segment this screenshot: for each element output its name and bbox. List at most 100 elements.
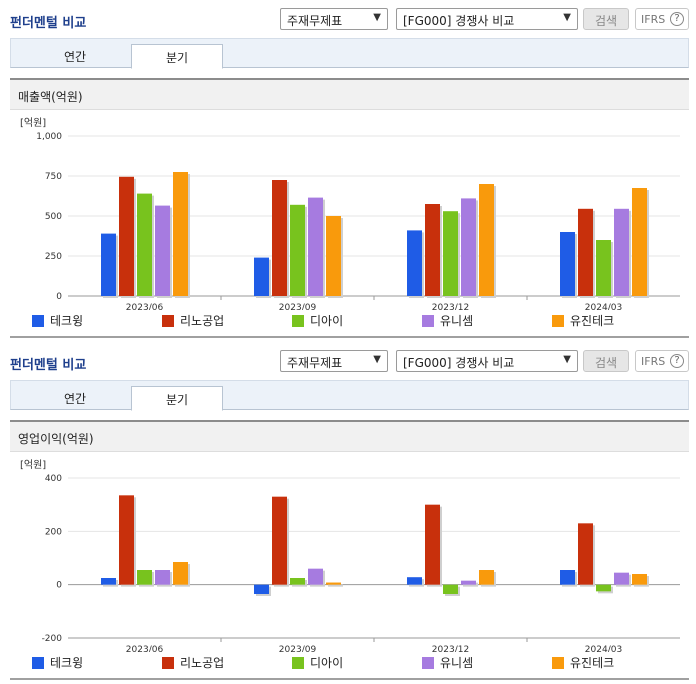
x-tick-label: 2024/03 (585, 303, 622, 310)
bar (443, 211, 458, 296)
legend-item[interactable]: 유니셈 (422, 312, 473, 329)
x-tick-label: 2024/03 (585, 645, 622, 652)
legend-swatch (292, 315, 304, 327)
help-icon: ? (670, 354, 684, 368)
help-icon: ? (670, 12, 684, 26)
operating-profit-chart: [억원] -200 0 200 400 2023/06 2023/09 2023/12 2024… (20, 459, 680, 652)
legend-swatch (422, 657, 434, 669)
bar (614, 208, 629, 296)
legend-item[interactable]: 테크윙 (32, 654, 83, 671)
legend-swatch (32, 657, 44, 669)
y-axis-label: [억원] (20, 459, 46, 471)
tab-quarter[interactable]: 분기 (131, 44, 223, 69)
legend-label: 유진테크 (570, 656, 615, 670)
chevron-down-icon: ▼ (563, 12, 571, 23)
legend-swatch (422, 315, 434, 327)
legend-item[interactable]: 유니셈 (422, 654, 473, 671)
search-button[interactable]: 검색 (583, 8, 629, 30)
compare-select[interactable]: [FG000] 경쟁사 비교 ▼ (396, 8, 578, 30)
bar (560, 570, 575, 585)
legend-swatch (162, 315, 174, 327)
y-tick-label: 0 (56, 581, 62, 591)
legend-label: 유진테크 (570, 314, 615, 328)
tab-annual[interactable]: 연간 (63, 50, 87, 64)
bar (326, 582, 341, 585)
bar (461, 580, 476, 585)
y-tick-label: 500 (45, 212, 62, 222)
ifrs-label: IFRS (641, 355, 666, 368)
x-tick-label: 2023/09 (279, 303, 317, 310)
divider (10, 678, 689, 680)
legend-swatch (32, 315, 44, 327)
search-button[interactable]: 검색 (583, 350, 629, 372)
bar (155, 205, 170, 296)
ifrs-button[interactable]: IFRS? (635, 8, 689, 30)
legend-label: 리노공업 (180, 656, 225, 670)
x-tick-label: 2023/12 (432, 645, 469, 652)
y-tick-label: 750 (45, 172, 62, 182)
legend-swatch (552, 657, 564, 669)
legend-label: 테크윙 (50, 314, 84, 328)
bar-shadow (328, 584, 343, 587)
legend-label: 디아이 (310, 656, 344, 670)
bar (290, 204, 305, 296)
bar (614, 572, 629, 585)
bar (119, 495, 134, 585)
legend-item[interactable]: 유진테크 (552, 654, 614, 671)
chart-legend: 테크윙 리노공업 디아이 유니셈 유진테크 (0, 312, 696, 330)
chevron-down-icon: ▼ (373, 354, 381, 365)
legend-label: 리노공업 (180, 314, 225, 328)
y-tick-label: 1,000 (36, 132, 62, 142)
chart-legend: 테크윙 리노공업 디아이 유니셈 유진테크 (0, 654, 696, 672)
bar (326, 216, 341, 296)
bar (425, 204, 440, 296)
bar (308, 568, 323, 585)
period-tabs: 연간 분기 (10, 38, 689, 69)
statement-select-value: 주재무제표 (287, 356, 343, 370)
bar (155, 570, 170, 585)
ifrs-label: IFRS (641, 13, 666, 26)
legend-item[interactable]: 리노공업 (162, 654, 224, 671)
x-tick-label: 2023/06 (126, 303, 164, 310)
legend-label: 유니셈 (440, 314, 474, 328)
chevron-down-icon: ▼ (373, 12, 381, 23)
bar (173, 562, 188, 585)
bar (560, 232, 575, 296)
revenue-chart: [억원] 0 250 500 750 1,000 2023/06 2023/09 2023/12… (20, 117, 680, 310)
statement-select[interactable]: 주재무제표 ▼ (280, 8, 388, 30)
bar (632, 188, 647, 296)
bar (272, 496, 287, 585)
bar (308, 197, 323, 296)
bar (443, 584, 458, 594)
bar (461, 198, 476, 296)
compare-select-value: [FG000] 경쟁사 비교 (403, 356, 515, 370)
legend-item[interactable]: 테크윙 (32, 312, 83, 329)
panel-title: 펀더멘털 비교 (10, 358, 87, 373)
legend-label: 유니셈 (440, 656, 474, 670)
bar (254, 257, 269, 296)
bar (578, 523, 593, 585)
panel-operating-profit: 펀더멘털 비교 주재무제표 ▼ [FG000] 경쟁사 비교 ▼ 검색 IFRS? … (0, 342, 696, 684)
x-tick-label: 2023/06 (126, 645, 164, 652)
ifrs-button[interactable]: IFRS? (635, 350, 689, 372)
section-title: 매출액(억원) (10, 78, 689, 110)
legend-label: 테크윙 (50, 656, 84, 670)
legend-item[interactable]: 디아이 (292, 654, 343, 671)
tab-annual[interactable]: 연간 (63, 392, 87, 406)
y-tick-label: 400 (45, 474, 62, 484)
x-tick-label: 2023/12 (432, 303, 469, 310)
tab-quarter[interactable]: 분기 (131, 386, 223, 411)
y-tick-label: 250 (45, 252, 62, 262)
legend-item[interactable]: 디아이 (292, 312, 343, 329)
divider (10, 336, 689, 338)
bar (425, 504, 440, 585)
bar (254, 584, 269, 594)
legend-item[interactable]: 유진테크 (552, 312, 614, 329)
statement-select[interactable]: 주재무제표 ▼ (280, 350, 388, 372)
legend-item[interactable]: 리노공업 (162, 312, 224, 329)
bar (479, 184, 494, 296)
compare-select[interactable]: [FG000] 경쟁사 비교 ▼ (396, 350, 578, 372)
legend-swatch (552, 315, 564, 327)
panel-title: 펀더멘털 비교 (10, 16, 87, 31)
bar (119, 176, 134, 296)
